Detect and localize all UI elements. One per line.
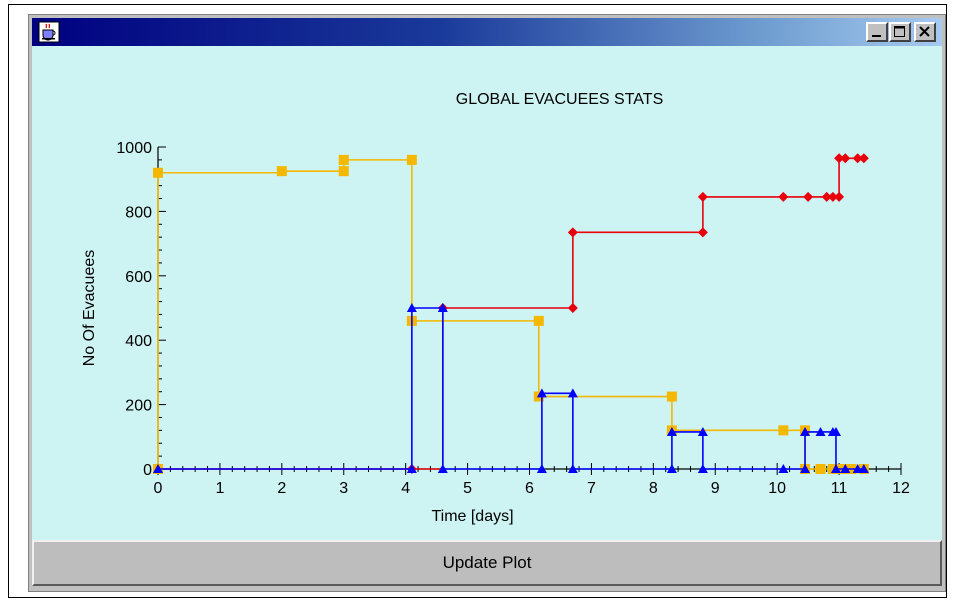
y-tick-label: 800: [125, 204, 152, 221]
series-0-point: [852, 153, 863, 164]
series-2-point: [406, 464, 417, 473]
x-tick-label: 9: [711, 480, 720, 497]
series-2-point: [406, 303, 417, 312]
y-tick-label: 0: [143, 462, 152, 479]
y-tick-label: 200: [125, 398, 152, 415]
series-1-point: [827, 464, 838, 474]
series-0-point: [778, 191, 789, 202]
x-tick-label: 2: [277, 480, 286, 497]
x-tick-label: 12: [892, 480, 910, 497]
series-0-point: [821, 191, 832, 202]
series-2-point: [858, 464, 869, 473]
series-0-point: [567, 303, 578, 313]
series-0-point: [697, 191, 708, 202]
x-tick-label: 6: [525, 480, 534, 497]
java-cup-icon[interactable]: [38, 21, 60, 43]
x-tick-label: 8: [649, 480, 658, 497]
series-1-point: [276, 166, 287, 177]
y-axis-label: No Of Evacuees: [81, 250, 98, 367]
series-2-point: [437, 303, 448, 312]
title-bar[interactable]: [32, 18, 942, 46]
series-0-point: [834, 191, 845, 202]
x-axis-label: Time [days]: [431, 508, 513, 525]
x-tick-label: 0: [154, 480, 163, 497]
close-button[interactable]: [914, 22, 936, 42]
series-1-point: [666, 391, 677, 402]
series-2-point: [697, 426, 708, 436]
minimize-icon: [872, 35, 881, 37]
series-2-point: [666, 464, 677, 473]
series-2-line: [158, 307, 864, 470]
series-1-point: [533, 315, 544, 326]
close-icon: [919, 26, 930, 37]
x-tick-label: 5: [463, 480, 472, 497]
y-tick-label: 400: [125, 333, 152, 350]
maximize-icon: [894, 26, 905, 37]
series-0-point: [803, 191, 814, 202]
series-2-point: [536, 464, 547, 473]
plot-area: GLOBAL EVACUEES STATS 0 1 2 3 4 5 6 7 8 9 10 11 12 0 20…: [32, 46, 942, 540]
series-1-point: [778, 425, 789, 436]
series-0-point: [567, 227, 578, 238]
series-1-point: [338, 154, 349, 165]
series-2-point: [830, 464, 841, 473]
series-2-point: [778, 464, 789, 473]
series-1-point: [338, 166, 349, 177]
series-2-point: [830, 426, 841, 436]
series-2-point: [567, 464, 578, 473]
series-2-point: [437, 464, 448, 473]
maximize-button[interactable]: [889, 22, 911, 42]
x-tick-label: 10: [768, 480, 786, 497]
update-plot-button[interactable]: Update Plot: [32, 540, 942, 586]
y-tick-label: 1000: [116, 140, 152, 157]
series-0-point: [834, 153, 845, 164]
series-2-point: [697, 464, 708, 473]
series-0-point: [827, 191, 838, 202]
series-2-point: [666, 426, 677, 436]
series-2-point: [567, 388, 578, 398]
x-tick-label: 1: [215, 480, 224, 497]
series-0-point: [840, 153, 851, 164]
series-2-point: [800, 464, 811, 473]
series-1-point: [406, 154, 417, 165]
series-0-point: [858, 153, 869, 164]
x-tick-label: 11: [831, 480, 848, 497]
series-1-line: [157, 159, 864, 470]
chart-window: GLOBAL EVACUEES STATS 0 1 2 3 4 5 6 7 8 9 10 11 12 0 20…: [28, 14, 946, 592]
x-tick-label: 3: [339, 480, 348, 497]
series-2-point: [153, 464, 163, 473]
series-0-line: [158, 157, 864, 470]
chart-title: GLOBAL EVACUEES STATS: [456, 91, 663, 108]
series-2-point: [800, 426, 811, 436]
series-2-point: [840, 464, 851, 473]
series-0-point: [697, 227, 708, 238]
x-tick-label: 4: [401, 480, 410, 497]
series-2-point: [536, 388, 547, 398]
series-1-point: [153, 167, 163, 178]
y-tick-label: 600: [125, 269, 152, 286]
x-tick-label: 7: [587, 480, 596, 497]
minimize-button[interactable]: [866, 22, 888, 42]
series-1-point: [815, 464, 826, 474]
series-2-point: [815, 426, 826, 436]
